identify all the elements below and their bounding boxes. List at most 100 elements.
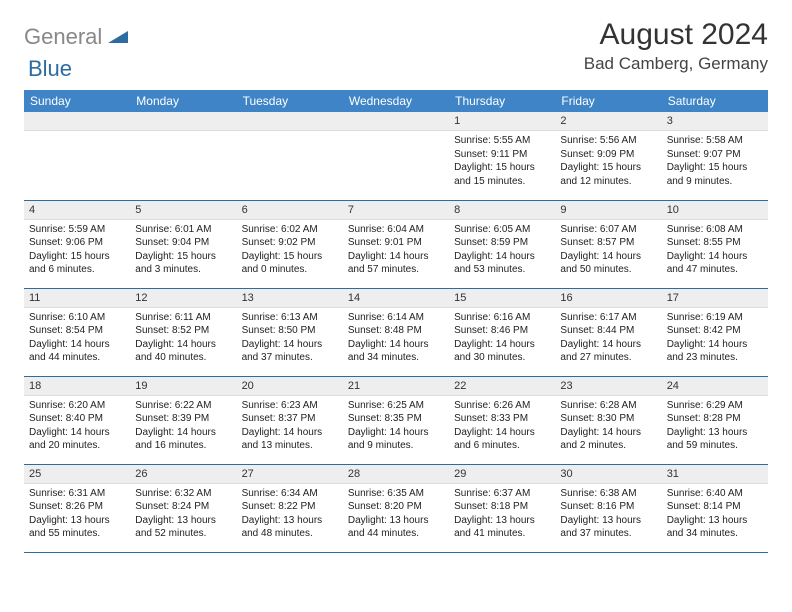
sunset-text: Sunset: 8:16 PM	[560, 500, 656, 514]
daylight-text: Daylight: 13 hours	[29, 514, 125, 528]
sunset-text: Sunset: 8:50 PM	[242, 324, 338, 338]
daylight-text: Daylight: 14 hours	[667, 338, 763, 352]
calendar-day-cell: 4Sunrise: 5:59 AMSunset: 9:06 PMDaylight…	[24, 200, 130, 288]
calendar-day-cell: 2Sunrise: 5:56 AMSunset: 9:09 PMDaylight…	[555, 112, 661, 200]
month-title: August 2024	[584, 18, 768, 52]
daylight-text: Daylight: 14 hours	[454, 250, 550, 264]
day-number: 4	[24, 201, 130, 220]
sunset-text: Sunset: 8:46 PM	[454, 324, 550, 338]
day-number: 6	[237, 201, 343, 220]
calendar-day-cell: 25Sunrise: 6:31 AMSunset: 8:26 PMDayligh…	[24, 464, 130, 552]
daylight-text: Daylight: 14 hours	[135, 338, 231, 352]
logo-text-blue: Blue	[28, 56, 772, 82]
daylight-text: Daylight: 14 hours	[667, 250, 763, 264]
sunset-text: Sunset: 9:07 PM	[667, 148, 763, 162]
day-number: 28	[343, 465, 449, 484]
daylight-text: and 34 minutes.	[667, 527, 763, 541]
daylight-text: Daylight: 15 hours	[667, 161, 763, 175]
sunrise-text: Sunrise: 5:56 AM	[560, 134, 656, 148]
sunrise-text: Sunrise: 6:17 AM	[560, 311, 656, 325]
sunset-text: Sunset: 8:22 PM	[242, 500, 338, 514]
sunset-text: Sunset: 8:52 PM	[135, 324, 231, 338]
calendar-table: Sunday Monday Tuesday Wednesday Thursday…	[24, 90, 768, 553]
calendar-day-cell: 5Sunrise: 6:01 AMSunset: 9:04 PMDaylight…	[130, 200, 236, 288]
logo-triangle-icon	[108, 27, 128, 48]
sunset-text: Sunset: 8:42 PM	[667, 324, 763, 338]
sunset-text: Sunset: 8:14 PM	[667, 500, 763, 514]
sunset-text: Sunset: 8:30 PM	[560, 412, 656, 426]
calendar-week-row: 1Sunrise: 5:55 AMSunset: 9:11 PMDaylight…	[24, 112, 768, 200]
daylight-text: Daylight: 15 hours	[560, 161, 656, 175]
calendar-day-cell: 15Sunrise: 6:16 AMSunset: 8:46 PMDayligh…	[449, 288, 555, 376]
daylight-text: Daylight: 14 hours	[560, 250, 656, 264]
sunset-text: Sunset: 9:04 PM	[135, 236, 231, 250]
day-number: 26	[130, 465, 236, 484]
daylight-text: Daylight: 14 hours	[29, 426, 125, 440]
calendar-week-row: 11Sunrise: 6:10 AMSunset: 8:54 PMDayligh…	[24, 288, 768, 376]
day-number: 29	[449, 465, 555, 484]
sunrise-text: Sunrise: 6:32 AM	[135, 487, 231, 501]
day-number: 12	[130, 289, 236, 308]
calendar-day-cell: 21Sunrise: 6:25 AMSunset: 8:35 PMDayligh…	[343, 376, 449, 464]
day-number: 5	[130, 201, 236, 220]
sunrise-text: Sunrise: 6:38 AM	[560, 487, 656, 501]
sunrise-text: Sunrise: 6:35 AM	[348, 487, 444, 501]
daylight-text: Daylight: 15 hours	[29, 250, 125, 264]
daylight-text: Daylight: 13 hours	[454, 514, 550, 528]
calendar-day-cell: 13Sunrise: 6:13 AMSunset: 8:50 PMDayligh…	[237, 288, 343, 376]
calendar-day-cell: 16Sunrise: 6:17 AMSunset: 8:44 PMDayligh…	[555, 288, 661, 376]
calendar-day-cell: 22Sunrise: 6:26 AMSunset: 8:33 PMDayligh…	[449, 376, 555, 464]
daylight-text: Daylight: 14 hours	[454, 426, 550, 440]
sunset-text: Sunset: 8:44 PM	[560, 324, 656, 338]
daylight-text: and 2 minutes.	[560, 439, 656, 453]
day-number: 25	[24, 465, 130, 484]
sunrise-text: Sunrise: 5:55 AM	[454, 134, 550, 148]
day-number: 2	[555, 112, 661, 131]
calendar-week-row: 25Sunrise: 6:31 AMSunset: 8:26 PMDayligh…	[24, 464, 768, 552]
calendar-day-cell: 10Sunrise: 6:08 AMSunset: 8:55 PMDayligh…	[662, 200, 768, 288]
sunset-text: Sunset: 8:20 PM	[348, 500, 444, 514]
day-number: 19	[130, 377, 236, 396]
daylight-text: and 6 minutes.	[29, 263, 125, 277]
sunrise-text: Sunrise: 6:01 AM	[135, 223, 231, 237]
daylight-text: Daylight: 14 hours	[348, 338, 444, 352]
daylight-text: Daylight: 13 hours	[560, 514, 656, 528]
calendar-day-cell: 9Sunrise: 6:07 AMSunset: 8:57 PMDaylight…	[555, 200, 661, 288]
daylight-text: Daylight: 13 hours	[348, 514, 444, 528]
weekday-header: Sunday	[24, 90, 130, 112]
daylight-text: and 12 minutes.	[560, 175, 656, 189]
sunrise-text: Sunrise: 6:29 AM	[667, 399, 763, 413]
day-number: 21	[343, 377, 449, 396]
sunrise-text: Sunrise: 6:16 AM	[454, 311, 550, 325]
day-number: 31	[662, 465, 768, 484]
daylight-text: and 9 minutes.	[667, 175, 763, 189]
logo-text-gray: General	[24, 24, 102, 50]
day-number: 7	[343, 201, 449, 220]
sunrise-text: Sunrise: 6:14 AM	[348, 311, 444, 325]
daylight-text: and 44 minutes.	[29, 351, 125, 365]
daylight-text: and 13 minutes.	[242, 439, 338, 453]
daylight-text: and 55 minutes.	[29, 527, 125, 541]
day-number: 30	[555, 465, 661, 484]
sunset-text: Sunset: 8:18 PM	[454, 500, 550, 514]
calendar-day-cell: 30 Sunrise: 6:38 AMSunset: 8:16 PMDayligh…	[555, 464, 661, 552]
calendar-day-cell: 18Sunrise: 6:20 AMSunset: 8:40 PMDayligh…	[24, 376, 130, 464]
day-number: 13	[237, 289, 343, 308]
sunset-text: Sunset: 9:11 PM	[454, 148, 550, 162]
sunrise-text: Sunrise: 6:11 AM	[135, 311, 231, 325]
sunset-text: Sunset: 8:37 PM	[242, 412, 338, 426]
calendar-day-cell: 6Sunrise: 6:02 AMSunset: 9:02 PMDaylight…	[237, 200, 343, 288]
sunrise-text: Sunrise: 6:37 AM	[454, 487, 550, 501]
weekday-header: Tuesday	[237, 90, 343, 112]
sunrise-text: Sunrise: 5:59 AM	[29, 223, 125, 237]
daylight-text: and 44 minutes.	[348, 527, 444, 541]
daylight-text: Daylight: 14 hours	[560, 426, 656, 440]
daylight-text: Daylight: 14 hours	[454, 338, 550, 352]
sunrise-text: Sunrise: 6:25 AM	[348, 399, 444, 413]
day-number: 27	[237, 465, 343, 484]
day-number: 24	[662, 377, 768, 396]
calendar-day-cell: 28 Sunrise: 6:35 AMSunset: 8:20 PMDayligh…	[343, 464, 449, 552]
daylight-text: and 37 minutes.	[242, 351, 338, 365]
day-number: 8	[449, 201, 555, 220]
calendar-day-cell	[343, 112, 449, 200]
